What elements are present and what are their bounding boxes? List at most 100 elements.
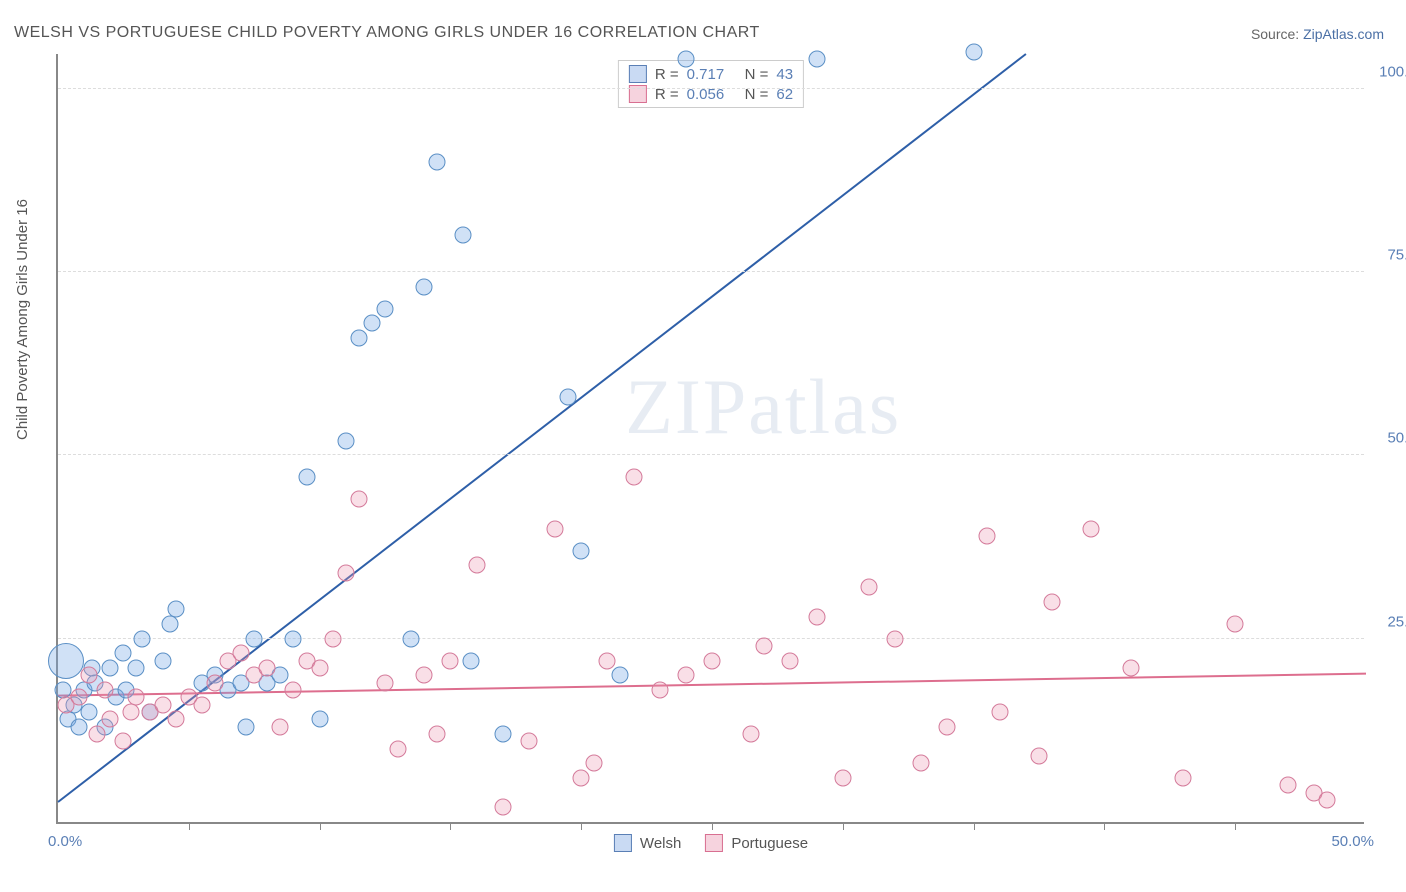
data-point xyxy=(416,667,433,684)
y-tick-label: 75.0% xyxy=(1387,247,1406,264)
data-point xyxy=(154,696,171,713)
data-point xyxy=(238,718,255,735)
data-point xyxy=(363,315,380,332)
data-point xyxy=(102,711,119,728)
source-label: Source: xyxy=(1251,26,1299,42)
y-axis-label: Child Poverty Among Girls Under 16 xyxy=(14,199,31,440)
data-point xyxy=(337,564,354,581)
x-tick-mark xyxy=(974,822,975,830)
data-point xyxy=(1044,594,1061,611)
data-point xyxy=(154,652,171,669)
data-point xyxy=(1122,660,1139,677)
data-point xyxy=(81,667,98,684)
x-tick-mark xyxy=(843,822,844,830)
data-point xyxy=(677,667,694,684)
data-point xyxy=(1174,770,1191,787)
data-point xyxy=(246,630,263,647)
data-point xyxy=(704,652,721,669)
legend-swatch-icon xyxy=(705,834,723,852)
data-point xyxy=(206,674,223,691)
data-point xyxy=(81,704,98,721)
series-legend: Welsh Portuguese xyxy=(614,834,808,852)
data-point xyxy=(403,630,420,647)
data-point xyxy=(97,682,114,699)
data-point xyxy=(272,718,289,735)
data-point xyxy=(494,799,511,816)
data-point xyxy=(625,469,642,486)
data-point xyxy=(782,652,799,669)
data-point xyxy=(756,638,773,655)
data-point xyxy=(547,520,564,537)
x-tick-mark xyxy=(1235,822,1236,830)
data-point xyxy=(560,388,577,405)
data-point xyxy=(586,755,603,772)
data-point xyxy=(298,469,315,486)
legend-series-label: Portuguese xyxy=(731,835,808,852)
trend-lines-layer xyxy=(58,54,1364,822)
data-point xyxy=(651,682,668,699)
x-tick-mark xyxy=(1104,822,1105,830)
data-point xyxy=(167,711,184,728)
legend-row: R = 0.717 N = 43 xyxy=(629,65,793,83)
data-point xyxy=(677,51,694,68)
x-tick-mark xyxy=(189,822,190,830)
data-point xyxy=(442,652,459,669)
data-point xyxy=(128,660,145,677)
legend-item: Portuguese xyxy=(705,834,808,852)
legend-swatch-icon xyxy=(614,834,632,852)
data-point xyxy=(115,645,132,662)
gridline-horizontal xyxy=(58,454,1364,455)
x-tick-mark xyxy=(320,822,321,830)
data-point xyxy=(377,300,394,317)
data-point xyxy=(599,652,616,669)
data-point xyxy=(337,432,354,449)
gridline-horizontal xyxy=(58,271,1364,272)
data-point xyxy=(429,154,446,171)
data-point xyxy=(133,630,150,647)
data-point xyxy=(887,630,904,647)
data-point xyxy=(1227,616,1244,633)
data-point xyxy=(573,770,590,787)
data-point xyxy=(123,704,140,721)
data-point xyxy=(808,608,825,625)
data-point xyxy=(494,726,511,743)
data-point xyxy=(808,51,825,68)
y-tick-label: 25.0% xyxy=(1387,613,1406,630)
source-citation: Source: ZipAtlas.com xyxy=(1251,26,1384,42)
data-point xyxy=(939,718,956,735)
data-point xyxy=(860,579,877,596)
data-point xyxy=(167,601,184,618)
data-point xyxy=(70,718,87,735)
data-point xyxy=(350,491,367,508)
x-tick-mark xyxy=(712,822,713,830)
data-point xyxy=(285,682,302,699)
data-point xyxy=(89,726,106,743)
x-tick-mark xyxy=(581,822,582,830)
data-point xyxy=(1318,792,1335,809)
gridline-horizontal xyxy=(58,88,1364,89)
data-point xyxy=(48,643,84,679)
data-point xyxy=(377,674,394,691)
data-point xyxy=(429,726,446,743)
x-axis-max-label: 50.0% xyxy=(1331,833,1374,850)
chart-title: WELSH VS PORTUGUESE CHILD POVERTY AMONG … xyxy=(14,24,760,42)
data-point xyxy=(311,711,328,728)
data-point xyxy=(1279,777,1296,794)
data-point xyxy=(520,733,537,750)
data-point xyxy=(965,44,982,61)
data-point xyxy=(468,557,485,574)
correlation-legend: R = 0.717 N = 43 R = 0.056 N = 62 xyxy=(618,60,804,108)
data-point xyxy=(991,704,1008,721)
data-point xyxy=(259,660,276,677)
data-point xyxy=(1083,520,1100,537)
data-point xyxy=(743,726,760,743)
data-point xyxy=(455,227,472,244)
data-point xyxy=(285,630,302,647)
data-point xyxy=(193,696,210,713)
data-point xyxy=(128,689,145,706)
plot-area: ZIPatlas R = 0.717 N = 43 R = 0.056 N = … xyxy=(56,54,1364,824)
x-tick-mark xyxy=(450,822,451,830)
data-point xyxy=(834,770,851,787)
legend-swatch-icon xyxy=(629,65,647,83)
source-link[interactable]: ZipAtlas.com xyxy=(1303,26,1384,42)
